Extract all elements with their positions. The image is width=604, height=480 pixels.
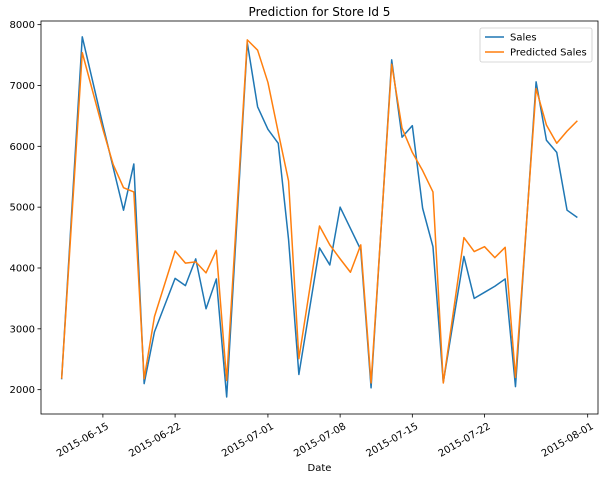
x-axis-label: Date — [308, 463, 332, 474]
y-tick-label: 5000 — [10, 203, 35, 214]
chart-title: Prediction for Store Id 5 — [249, 5, 391, 19]
legend: Sales Predicted Sales — [479, 27, 593, 63]
legend-box — [479, 27, 593, 63]
y-tick-label: 4000 — [10, 263, 35, 274]
y-axis: 2000 3000 4000 5000 6000 7000 8000 — [10, 20, 41, 396]
y-tick-label: 6000 — [10, 142, 35, 153]
series-line-sales — [60, 36, 578, 398]
legend-label: Predicted Sales — [510, 48, 587, 59]
series-layer — [60, 36, 578, 398]
y-tick-label: 7000 — [10, 81, 35, 92]
y-tick-label: 3000 — [10, 324, 35, 335]
series-line-predicted-sales — [60, 39, 578, 384]
legend-label: Sales — [510, 33, 537, 44]
y-tick-label: 2000 — [10, 385, 35, 396]
plot-frame — [40, 20, 599, 415]
y-tick-label: 8000 — [10, 20, 35, 31]
